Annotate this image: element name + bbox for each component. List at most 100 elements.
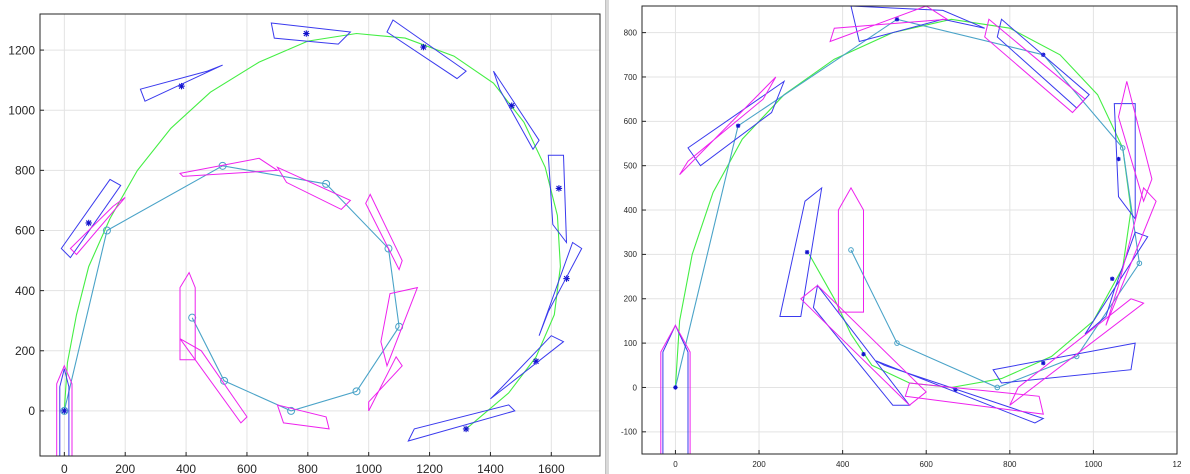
axes-box [641, 5, 1178, 455]
star-stroke [1041, 361, 1046, 366]
outline-shape-4-2 [139, 64, 223, 102]
circle-marker-3 [994, 384, 1001, 391]
outline-shape-5-7 [368, 355, 403, 412]
star-stroke [61, 408, 68, 414]
circle-marker-0 [60, 406, 69, 415]
outline-shape-4-1 [60, 178, 122, 259]
outline-shape-5-1 [69, 196, 126, 256]
outline-shape-5-0 [660, 324, 691, 454]
x-tick-label: 1200 [416, 462, 443, 474]
circle-marker-4 [894, 340, 900, 346]
plot-area [56, 19, 583, 456]
x-tick-label: 600 [920, 460, 934, 469]
outline-shape-5-6 [380, 286, 419, 368]
outline-shape-5-5 [365, 193, 403, 271]
outline-shape-5-8 [276, 404, 330, 430]
circle-marker-1 [1136, 260, 1143, 267]
circle-marker-3 [322, 179, 331, 188]
y-tick-label: -100 [621, 428, 638, 437]
star-stroke [953, 387, 958, 392]
star-stroke [463, 426, 469, 432]
outline-shape-5-2 [829, 6, 949, 43]
left-plot-panel: 0 200 400 600 800 1000 1200 1400 1600 0 200 400 600 8… [8, 13, 601, 474]
circle-marker-6 [352, 387, 361, 396]
x-tick-label: 1000 [1085, 460, 1103, 469]
star-stroke [178, 83, 185, 89]
outline-shape-4-6 [992, 342, 1136, 384]
y-tick-label: 0 [633, 383, 638, 392]
y-tick-label: 600 [15, 224, 35, 238]
outline-shape-5-5 [1105, 186, 1157, 326]
y-tick-label: 400 [15, 284, 35, 298]
y-tick-label: 1000 [8, 103, 35, 117]
outline-shape-5-9 [800, 284, 927, 406]
x-tick-label: 200 [115, 462, 135, 474]
y-tick-label: 200 [15, 344, 35, 358]
axes-box [39, 13, 601, 457]
outline-shape-5-9 [179, 338, 248, 424]
outline-shape-5-4 [276, 166, 352, 211]
star-marker-3 [303, 30, 310, 37]
star-marker-1 [85, 219, 92, 227]
outline-shape-5-1 [679, 76, 777, 175]
x-tick-label: 800 [1003, 460, 1017, 469]
star-stroke [1110, 276, 1115, 281]
star-marker-0 [61, 407, 68, 415]
star-stroke [303, 30, 310, 37]
star-stroke [533, 358, 539, 365]
outline-shape-4-8 [490, 335, 565, 400]
y-tick-label: 700 [624, 73, 638, 82]
outline-shape-4-3 [270, 22, 352, 45]
star-marker-4 [1116, 156, 1121, 162]
outline-shape-5-2 [179, 271, 196, 361]
y-tick-label: 400 [624, 206, 638, 215]
x-tick-label: 12 [1173, 460, 1182, 469]
grid [40, 14, 600, 456]
outline-shape-4-6 [547, 154, 568, 245]
outline-shape-4-7 [875, 360, 1045, 424]
tick-labels: 0 200 400 600 800 1000 1200 1400 1600 0 200 400 600 8… [8, 43, 565, 474]
outline-shape-4-1 [687, 80, 786, 167]
outline-shape-4-8 [779, 186, 823, 317]
outline-shape-4-9 [407, 404, 516, 442]
right-plot-panel: 0 200 400 600 800 1000 12 -100 0 100 200 300 400 500 6… [621, 5, 1182, 469]
panel-divider [605, 0, 609, 474]
y-tick-label: 100 [624, 339, 638, 348]
outline-shape-4-0 [662, 324, 689, 454]
x-tick-label: 400 [836, 460, 850, 469]
outline-shape-4-9 [812, 284, 911, 406]
series-line-1 [674, 18, 1140, 389]
star-stroke [556, 185, 562, 192]
outline-shape-5-3 [984, 18, 1086, 114]
y-tick-label: 600 [624, 117, 638, 126]
x-tick-label: 0 [61, 462, 68, 474]
outline-shape-5-4 [1117, 81, 1153, 203]
star-marker-4 [420, 43, 427, 51]
plot-background [642, 6, 1177, 454]
plot-background [40, 14, 600, 456]
plot-area [660, 6, 1157, 454]
x-tick-label: 1000 [355, 462, 382, 474]
star-marker-6 [1041, 360, 1046, 366]
star-stroke [861, 352, 866, 357]
star-stroke [805, 250, 810, 255]
circle-marker-1 [102, 226, 111, 235]
circle-marker-5 [848, 247, 854, 253]
outline-shape-5-0 [56, 364, 73, 456]
star-stroke [85, 220, 92, 226]
star-marker-9 [804, 249, 810, 255]
star-stroke [894, 17, 899, 22]
circle-marker-0 [1119, 145, 1126, 151]
x-tick-label: 400 [176, 462, 196, 474]
circle-marker-7 [287, 406, 296, 415]
outline-shape-5-8 [837, 186, 864, 313]
star-stroke [673, 385, 678, 390]
y-tick-label: 0 [28, 404, 35, 418]
x-tick-label: 1600 [538, 462, 565, 474]
y-tick-label: 800 [15, 164, 35, 178]
x-tick-label: 0 [673, 460, 678, 469]
y-tick-label: 200 [624, 295, 638, 304]
y-tick-label: 300 [624, 250, 638, 259]
circle-marker-4 [384, 244, 393, 253]
